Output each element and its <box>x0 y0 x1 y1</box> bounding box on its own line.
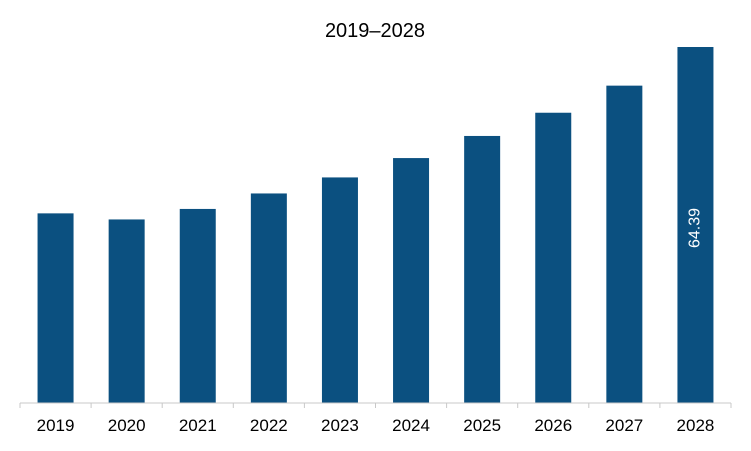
bar-2023 <box>321 177 358 403</box>
data-label-2028: 64.39 <box>687 208 704 248</box>
x-axis-ticks <box>19 403 732 408</box>
x-tick-label-2020: 2020 <box>108 416 146 435</box>
chart-title: 2019–2028 <box>325 20 425 42</box>
bar-2027 <box>606 85 643 404</box>
bar-2026 <box>535 112 572 403</box>
bar-2021 <box>179 208 216 403</box>
bar-2024 <box>393 158 430 403</box>
x-tick-label-2024: 2024 <box>392 416 430 435</box>
x-tick-label-2028: 2028 <box>677 416 715 435</box>
bar-2020 <box>108 219 145 403</box>
x-tick-label-2019: 2019 <box>37 416 75 435</box>
bar-2025 <box>464 135 501 403</box>
x-tick-label-2026: 2026 <box>534 416 572 435</box>
bar-2022 <box>250 193 287 403</box>
bar-2028 <box>677 47 714 403</box>
x-tick-label-2022: 2022 <box>250 416 288 435</box>
data-labels: 64.39 <box>687 208 704 248</box>
x-tick-label-2027: 2027 <box>605 416 643 435</box>
x-axis-labels: 2019 2020 2021 2022 2023 2024 2025 2026 2027 2028 <box>37 416 715 435</box>
x-tick-label-2025: 2025 <box>463 416 501 435</box>
bars-group <box>37 47 714 404</box>
x-tick-label-2021: 2021 <box>179 416 217 435</box>
x-tick-label-2023: 2023 <box>321 416 359 435</box>
bar-2019 <box>37 213 74 403</box>
